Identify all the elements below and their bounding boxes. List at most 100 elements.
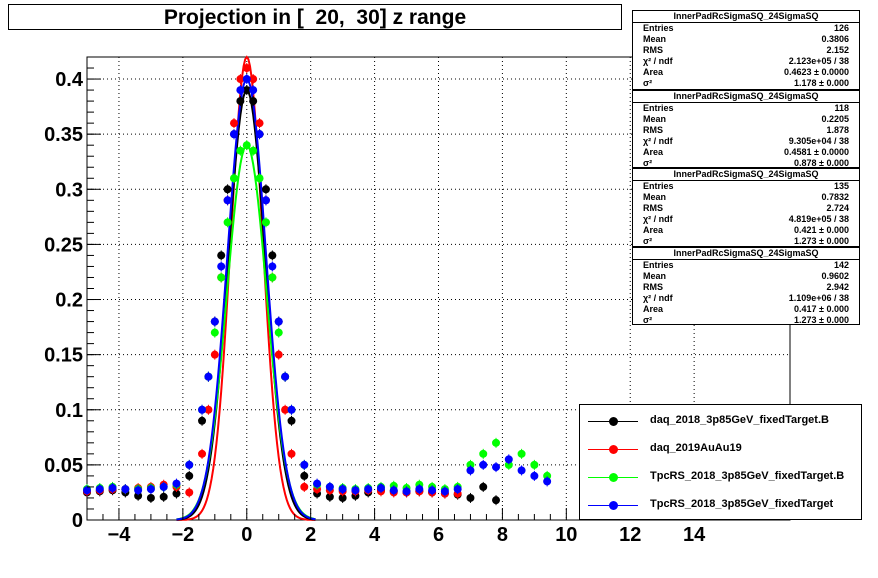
stats-row-rms: RMS 2.152 — [633, 45, 859, 56]
data-point — [517, 449, 526, 458]
legend-label: TpcRS_2018_3p85GeV_fixedTarget — [650, 498, 834, 510]
stats-value: 1.178 ± 0.000 — [794, 78, 849, 88]
stats-key: σ² — [643, 158, 653, 168]
data-point — [223, 185, 232, 194]
stats-value: 0.7832 — [821, 192, 849, 202]
data-point — [229, 174, 238, 183]
x-tick-label: 12 — [619, 524, 641, 546]
data-point — [453, 485, 462, 494]
legend-entry: daq_2019AuAu19 — [580, 439, 861, 459]
stats-row-sigma2: σ² 1.273 ± 0.000 — [633, 315, 859, 326]
stats-row-sigma2: σ² 1.273 ± 0.000 — [633, 236, 859, 247]
stats-key: RMS — [643, 282, 663, 292]
legend-label: TpcRS_2018_3p85GeV_fixedTarget.B — [650, 470, 845, 482]
y-tick-label: 0.05 — [44, 455, 83, 477]
y-tick-label: 0.2 — [55, 290, 83, 312]
stats-row-chi2: χ² / ndf 1.109e+06 / 38 — [633, 293, 859, 304]
x-tick-label: 4 — [369, 524, 381, 546]
stats-value: 0.421 ± 0.000 — [794, 225, 849, 235]
stats-row-sigma2: σ² 1.178 ± 0.000 — [633, 78, 859, 89]
data-point — [223, 196, 232, 205]
stats-value: 1.109e+06 / 38 — [788, 293, 849, 303]
data-point — [479, 482, 488, 491]
legend-marker — [609, 501, 618, 510]
stats-key: Area — [643, 67, 664, 77]
stats-row-area: Area 0.4581 ± 0.0000 — [633, 147, 859, 158]
stats-value: 2.152 — [826, 45, 849, 55]
stats-value: 1.273 ± 0.000 — [794, 236, 849, 246]
stats-row-chi2: χ² / ndf 9.305e+04 / 38 — [633, 136, 859, 147]
x-tick-label: −2 — [171, 524, 194, 546]
data-point — [242, 64, 251, 73]
x-tick-label: 8 — [497, 524, 508, 546]
data-point — [274, 328, 283, 337]
data-point — [492, 438, 501, 447]
title-box: Projection in [ 20, 30] z range — [8, 4, 622, 30]
data-point — [261, 196, 270, 205]
stats-row-chi2: χ² / ndf 2.123e+05 / 38 — [633, 56, 859, 67]
stats-row-chi2: χ² / ndf 4.819e+05 / 38 — [633, 214, 859, 225]
stats-box: InnerPadRcSigmaSQ_24SigmaSQ Entries 135 Mea… — [632, 168, 860, 247]
stats-box-title: InnerPadRcSigmaSQ_24SigmaSQ — [633, 11, 859, 23]
data-point — [159, 492, 168, 501]
data-point — [83, 486, 91, 495]
stats-value: 2.123e+05 / 38 — [788, 56, 849, 66]
data-point — [274, 317, 283, 326]
data-point — [223, 218, 232, 227]
stats-row-area: Area 0.417 ± 0.000 — [633, 304, 859, 315]
stats-value: 135 — [833, 181, 849, 191]
stats-row-mean: Mean 0.3806 — [633, 34, 859, 45]
stats-key: σ² — [643, 236, 653, 246]
stats-key: RMS — [643, 125, 663, 135]
stats-value: 0.4623 ± 0.0000 — [784, 67, 849, 77]
data-point — [172, 479, 181, 488]
stats-key: RMS — [643, 203, 663, 213]
data-point — [210, 350, 219, 359]
data-point — [242, 141, 251, 150]
data-point — [543, 471, 552, 480]
stats-box-title: InnerPadRcSigmaSQ_24SigmaSQ — [633, 91, 859, 103]
data-point — [364, 485, 373, 494]
data-point — [210, 317, 219, 326]
data-point — [281, 372, 290, 381]
stats-key: Area — [643, 304, 664, 314]
fit-curves — [176, 55, 316, 521]
data-point — [198, 449, 207, 458]
stats-key: Entries — [643, 260, 674, 270]
stats-box-title: InnerPadRcSigmaSQ_24SigmaSQ — [633, 169, 859, 181]
data-point — [185, 471, 194, 480]
data-point — [146, 493, 155, 502]
data-point — [185, 460, 194, 469]
data-point — [351, 486, 360, 495]
data-point — [249, 97, 258, 106]
stats-key: σ² — [643, 315, 653, 325]
data-point — [236, 97, 245, 106]
legend-entry: TpcRS_2018_3p85GeV_fixedTarget.B — [580, 467, 861, 487]
y-tick-label: 0.15 — [44, 345, 83, 367]
data-point — [95, 485, 104, 494]
data-point — [217, 262, 226, 271]
stats-value: 0.3806 — [821, 34, 849, 44]
legend-label: daq_2019AuAu19 — [650, 442, 742, 454]
x-tick-label: 2 — [305, 524, 316, 546]
stats-key: Entries — [643, 103, 674, 113]
data-point — [134, 486, 143, 495]
fit-curve — [176, 55, 316, 521]
stats-value: 118 — [834, 103, 849, 113]
data-point — [274, 350, 283, 359]
legend-marker — [609, 417, 618, 426]
stats-row-mean: Mean 0.2205 — [633, 114, 859, 125]
stats-value: 0.4581 ± 0.0000 — [784, 147, 849, 157]
data-point — [198, 405, 207, 414]
stats-key: Entries — [643, 23, 674, 33]
data-point — [236, 146, 245, 155]
data-point — [146, 485, 155, 494]
stats-box: InnerPadRcSigmaSQ_24SigmaSQ Entries 126 Mea… — [632, 10, 860, 90]
stats-row-mean: Mean 0.7832 — [633, 192, 859, 203]
stats-row-entries: Entries 118 — [633, 103, 859, 114]
data-point — [428, 486, 437, 495]
stats-value: 0.417 ± 0.000 — [794, 304, 849, 314]
y-tick-label: 0.35 — [44, 124, 83, 146]
data-point — [338, 485, 347, 494]
data-point — [287, 416, 296, 425]
